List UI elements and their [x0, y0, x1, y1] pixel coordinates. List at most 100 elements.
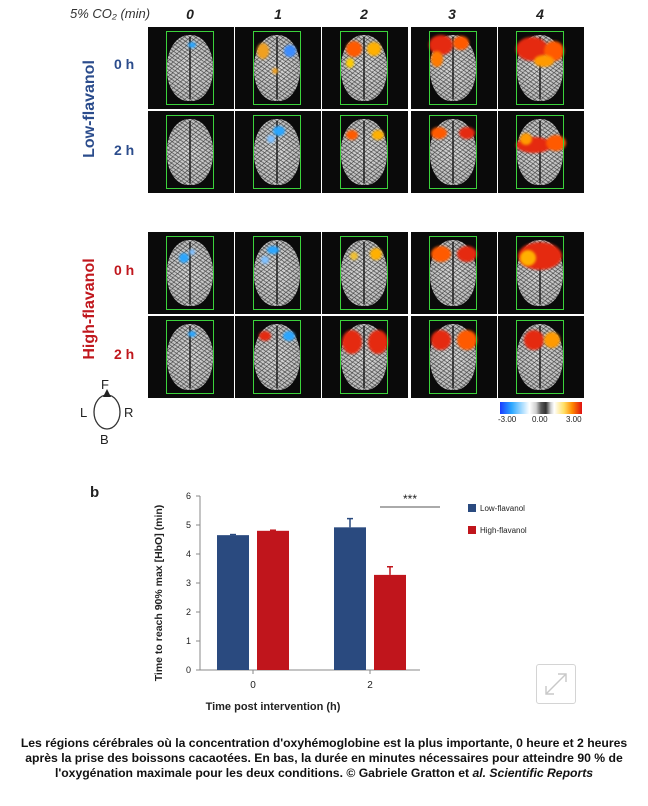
activation-blob	[284, 45, 296, 57]
brain-frame	[340, 320, 388, 394]
orientation-back: B	[100, 432, 109, 447]
activation-blob	[267, 246, 279, 254]
brain-frame	[253, 236, 301, 310]
caption-italic: al. Scientific Reports	[472, 766, 594, 780]
brain-panel-r3-c3	[411, 316, 497, 398]
activation-blob	[261, 256, 269, 264]
brain-panel-r3-c1	[235, 316, 321, 398]
brain-frame	[516, 115, 564, 189]
activation-blob	[273, 126, 285, 136]
brain-frame	[166, 236, 214, 310]
row-label-high-0h: 0 h	[114, 262, 135, 278]
expand-button[interactable]	[536, 664, 576, 704]
group-label-high-flavanol: High-flavanol	[81, 258, 98, 360]
activation-blob	[431, 127, 447, 139]
x-tick-label: 0	[250, 680, 256, 691]
brain-panel-r2-c0	[148, 232, 234, 314]
activation-blob	[350, 252, 358, 260]
brain-panel-r0-c2	[322, 27, 408, 109]
brain-panel-r3-c2	[322, 316, 408, 398]
row-label-low-2h: 2 h	[114, 142, 135, 158]
legend-label-0: Low-flavanol	[480, 504, 525, 513]
activation-blob	[346, 58, 354, 68]
brain-panel-r2-c3	[411, 232, 497, 314]
caption-text: Les régions cérébrales où la concentrati…	[20, 736, 628, 780]
activation-blob	[429, 35, 453, 55]
column-header-4: 4	[536, 6, 544, 22]
brain-panel-r0-c4	[498, 27, 584, 109]
brain-frame	[253, 320, 301, 394]
scale-mid-label: 0.00	[532, 415, 548, 424]
row-label-high-2h: 2 h	[114, 346, 135, 362]
activation-blob	[188, 331, 196, 337]
activation-blob	[346, 130, 358, 140]
row-label-low-0h: 0 h	[114, 56, 135, 72]
scale-min-label: -3.00	[498, 415, 517, 424]
activation-blob	[259, 331, 271, 341]
activation-blob	[267, 135, 275, 143]
activation-blob	[179, 253, 189, 263]
activation-blob	[520, 250, 536, 266]
color-scale-bar	[500, 402, 582, 414]
legend-swatch-0	[468, 504, 476, 512]
significance-marker: ***	[403, 492, 417, 506]
activation-blob	[346, 41, 362, 57]
brain-frame	[340, 236, 388, 310]
brain-panel-r0-c1	[235, 27, 321, 109]
panel-b-label: b	[90, 484, 100, 501]
bar-low-0	[217, 535, 249, 670]
orientation-right: R	[124, 405, 134, 420]
activation-blob	[431, 51, 443, 67]
x-tick-label: 2	[367, 680, 373, 691]
brain-panel-r3-c0	[148, 316, 234, 398]
brain-panel-r2-c1	[235, 232, 321, 314]
activation-blob	[520, 133, 532, 145]
activation-blob	[257, 43, 269, 59]
legend-label-1: High-flavanol	[480, 526, 527, 535]
column-header-0: 0	[186, 6, 194, 22]
bar-chart: 0 1 2 3 4 5 6 0 2 *** Time post intervention (h) Ti…	[153, 491, 527, 713]
expand-icon	[545, 673, 567, 695]
legend-swatch-1	[468, 526, 476, 534]
brain-frame	[253, 115, 301, 189]
brain-frame	[429, 31, 477, 105]
brain-image	[254, 240, 300, 306]
column-header-1: 1	[274, 6, 282, 22]
brain-frame	[516, 320, 564, 394]
activation-blob	[272, 68, 278, 74]
brain-panel-r1-c4	[498, 111, 584, 193]
bar-high-0	[257, 530, 289, 670]
brain-panel-r1-c0	[148, 111, 234, 193]
activation-blob	[457, 330, 477, 350]
orientation-left: L	[80, 405, 88, 420]
y-axis-title: Time to reach 90% max [HbO] (min)	[153, 505, 165, 682]
brain-panel-r0-c0	[148, 27, 234, 109]
activation-blob	[459, 127, 475, 139]
activation-blob	[342, 330, 362, 354]
bar-low-2	[334, 527, 366, 670]
y-tick-label: 3	[186, 578, 191, 588]
activation-blob	[431, 330, 451, 350]
activation-blob	[524, 330, 544, 350]
activation-blob	[367, 42, 381, 56]
brain-frame	[253, 31, 301, 105]
column-header-3: 3	[448, 6, 456, 22]
co2-axis-label: 5% CO₂ (min)	[70, 6, 151, 21]
brain-panel-r1-c3	[411, 111, 497, 193]
y-tick-label: 0	[186, 665, 191, 675]
brain-frame	[429, 236, 477, 310]
brain-panel-r1-c2	[322, 111, 408, 193]
brain-panel-r2-c2	[322, 232, 408, 314]
activation-blob	[370, 248, 382, 260]
y-tick-label: 6	[186, 491, 191, 501]
y-tick-label: 5	[186, 520, 191, 530]
activation-blob	[453, 36, 469, 50]
activation-blob	[544, 332, 560, 348]
brain-frame	[516, 31, 564, 105]
brain-frame	[340, 115, 388, 189]
brain-frame	[429, 320, 477, 394]
brain-frame	[516, 236, 564, 310]
activation-blob	[188, 42, 196, 48]
activation-blob	[368, 330, 388, 354]
activation-blob	[546, 135, 566, 151]
